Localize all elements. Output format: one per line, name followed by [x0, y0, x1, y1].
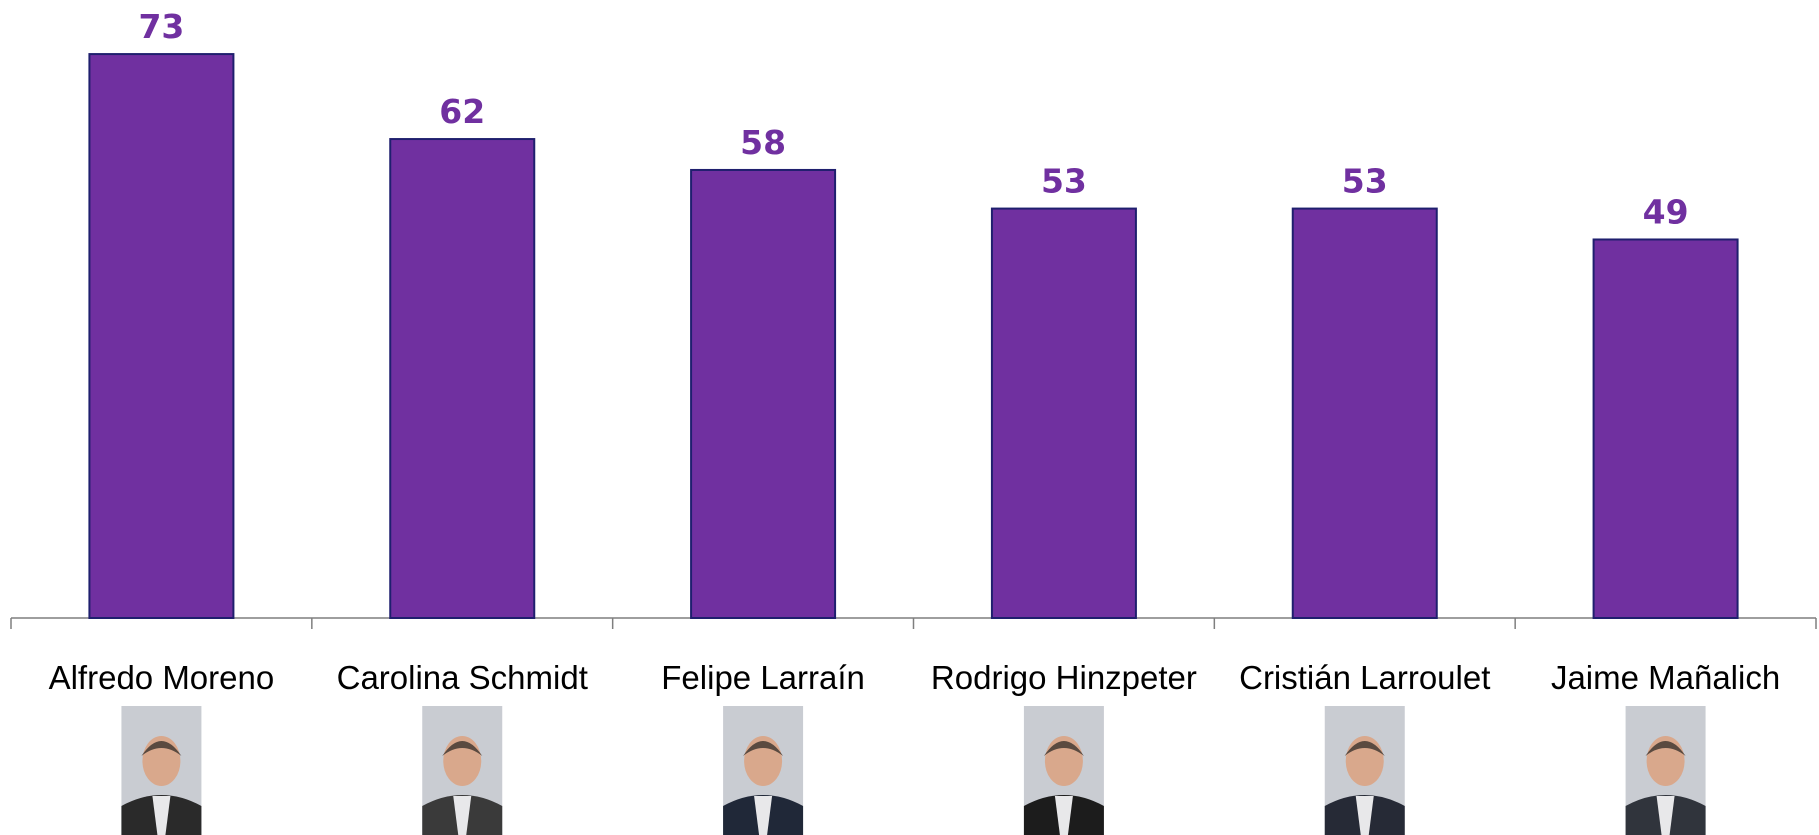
portrait [1024, 706, 1104, 835]
bar [992, 209, 1136, 618]
portrait [121, 706, 201, 835]
x-tick-label: Cristián Larroulet [1239, 659, 1490, 696]
x-tick-label: Carolina Schmidt [337, 659, 588, 696]
bar [691, 170, 835, 618]
data-label: 62 [439, 92, 485, 131]
x-tick-label: Jaime Mañalich [1551, 659, 1780, 696]
portrait [723, 706, 803, 835]
x-tick-label: Alfredo Moreno [49, 659, 275, 696]
bar [1293, 209, 1437, 618]
x-tick-label: Felipe Larraín [661, 659, 865, 696]
x-tick-label: Rodrigo Hinzpeter [931, 659, 1197, 696]
bar [89, 54, 233, 618]
portrait [1325, 706, 1405, 835]
portrait [1626, 706, 1706, 835]
data-label: 73 [138, 7, 184, 46]
data-label: 49 [1643, 192, 1689, 231]
bar [390, 139, 534, 618]
data-label: 58 [740, 123, 786, 162]
data-label: 53 [1041, 162, 1087, 201]
portrait [422, 706, 502, 835]
bar [1594, 239, 1738, 618]
data-label: 53 [1342, 162, 1388, 201]
chart: 73 Alfredo Moreno 62 Carolina Schmidt 58 Feli… [0, 0, 1819, 835]
